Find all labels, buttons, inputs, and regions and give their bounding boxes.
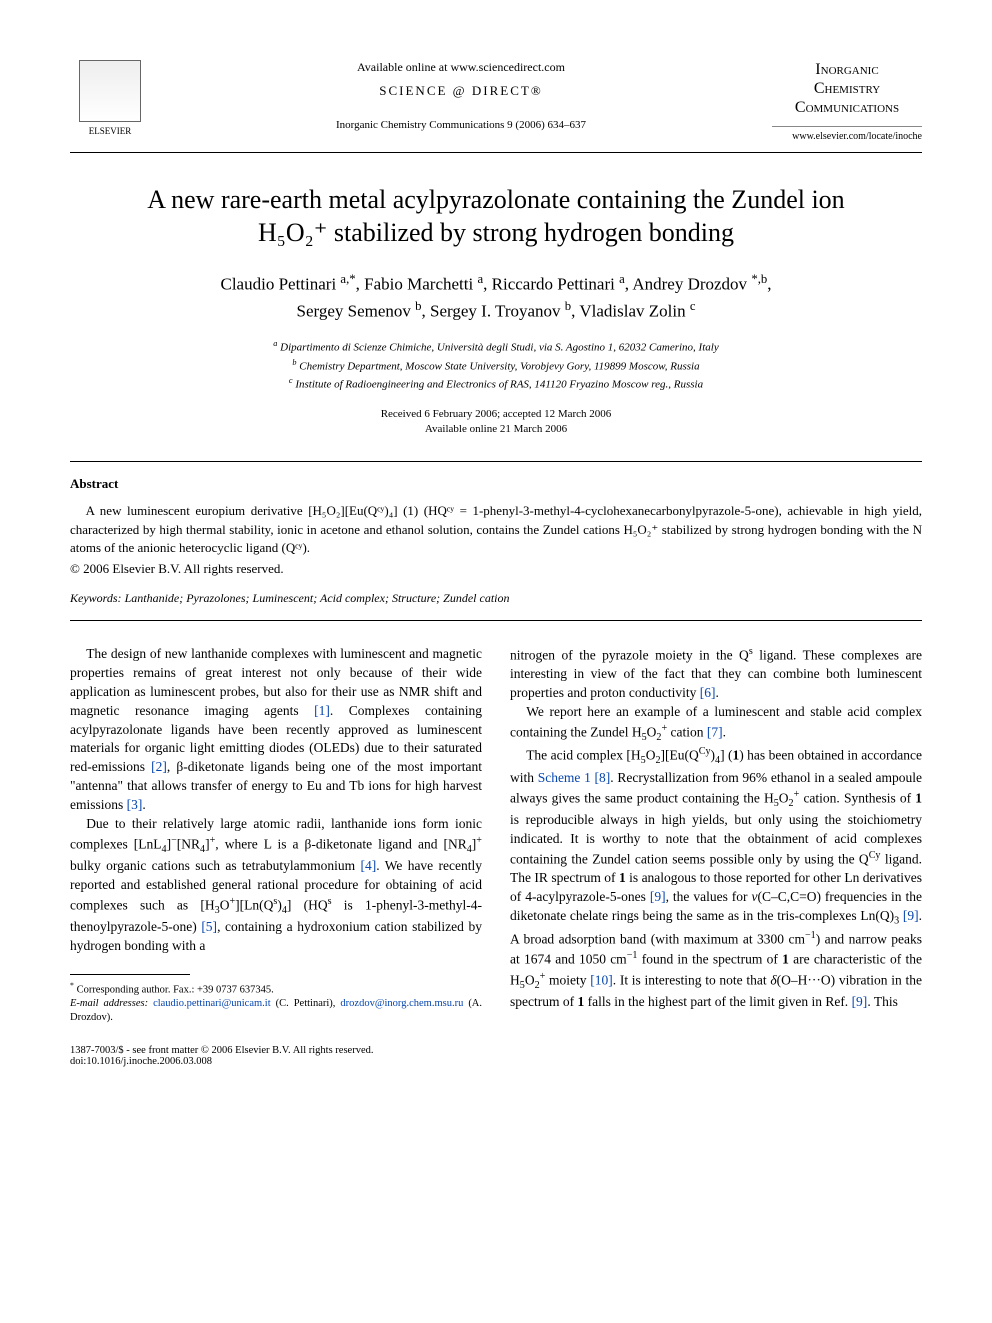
abstract-copyright: © 2006 Elsevier B.V. All rights reserved… (70, 561, 922, 577)
article-dates: Received 6 February 2006; accepted 12 Ma… (70, 407, 922, 438)
corresponding-author: * Corresponding author. Fax.: +39 0737 6… (70, 981, 482, 997)
journal-name-1: Inorganic (772, 60, 922, 79)
journal-logo-block: Inorganic Chemistry Communications www.e… (772, 60, 922, 142)
email-link-1[interactable]: claudio.pettinari@unicam.it (153, 998, 271, 1009)
abstract-bottom-rule (70, 620, 922, 621)
affiliation-a: a Dipartimento di Scienze Chimiche, Univ… (70, 338, 922, 356)
keywords-text: Lanthanide; Pyrazolones; Luminescent; Ac… (125, 591, 510, 605)
elsevier-tree-icon (79, 60, 141, 122)
ref-8[interactable]: [8] (595, 770, 611, 785)
article-title: A new rare-earth metal acylpyrazolonate … (110, 183, 882, 251)
journal-reference: Inorganic Chemistry Communications 9 (20… (150, 119, 772, 131)
abstract-top-rule (70, 461, 922, 462)
affiliation-c: c Institute of Radioengineering and Elec… (70, 375, 922, 393)
abstract-heading: Abstract (70, 476, 922, 492)
publisher-logo-block: ELSEVIER (70, 60, 150, 136)
header-divider (70, 152, 922, 153)
science-direct-logo: SCIENCE @ DIRECT® (150, 83, 772, 99)
header-center: Available online at www.sciencedirect.co… (150, 60, 772, 131)
available-online-date: Available online 21 March 2006 (70, 422, 922, 437)
body-two-column: The design of new lanthanide complexes w… (70, 645, 922, 1025)
ref-2[interactable]: [2] (151, 759, 167, 774)
journal-logo: Inorganic Chemistry Communications (772, 60, 922, 127)
ref-9b[interactable]: [9] (903, 908, 919, 923)
body-para-4: The acid complex [H5O2][Eu(QCy)4] (1) ha… (510, 745, 922, 1011)
ref-9a[interactable]: [9] (650, 889, 666, 904)
ref-5[interactable]: [5] (201, 919, 217, 934)
keywords-line: Keywords: Lanthanide; Pyrazolones; Lumin… (70, 591, 922, 606)
page-container: ELSEVIER Available online at www.science… (0, 0, 992, 1107)
publisher-name: ELSEVIER (70, 126, 150, 136)
footnote-separator (70, 974, 190, 975)
available-online-text: Available online at www.sciencedirect.co… (150, 60, 772, 75)
ref-4[interactable]: [4] (360, 858, 376, 873)
ref-6[interactable]: [6] (700, 685, 716, 700)
footer-doi: doi:10.1016/j.inoche.2006.03.008 (70, 1056, 373, 1067)
abstract-text: A new luminescent europium derivative [H… (70, 502, 922, 557)
scheme-1-link[interactable]: Scheme 1 (538, 770, 591, 785)
body-para-3: We report here an example of a luminesce… (510, 703, 922, 745)
email-addresses: E-mail addresses: claudio.pettinari@unic… (70, 997, 482, 1024)
received-accepted: Received 6 February 2006; accepted 12 Ma… (70, 407, 922, 422)
journal-name-3: Communications (772, 98, 922, 117)
keywords-label: Keywords: (70, 591, 122, 605)
footer: 1387-7003/$ - see front matter © 2006 El… (70, 1045, 922, 1067)
ref-3[interactable]: [3] (127, 797, 143, 812)
body-para-2: Due to their relatively large atomic rad… (70, 815, 482, 956)
header-row: ELSEVIER Available online at www.science… (70, 60, 922, 142)
ref-10[interactable]: [10] (590, 972, 613, 987)
journal-url: www.elsevier.com/locate/inoche (772, 131, 922, 142)
footnotes: * Corresponding author. Fax.: +39 0737 6… (70, 981, 482, 1024)
authors-line: Claudio Pettinari a,*, Fabio Marchetti a… (70, 270, 922, 324)
affiliation-b: b Chemistry Department, Moscow State Uni… (70, 357, 922, 375)
ref-1[interactable]: [1] (314, 703, 330, 718)
ref-9c[interactable]: [9] (852, 994, 868, 1009)
body-para-1: The design of new lanthanide complexes w… (70, 645, 482, 815)
body-para-2b: nitrogen of the pyrazole moiety in the Q… (510, 645, 922, 703)
ref-7[interactable]: [7] (707, 725, 723, 740)
email-link-2[interactable]: drozdov@inorg.chem.msu.ru (340, 998, 463, 1009)
journal-name-2: Chemistry (772, 79, 922, 98)
footer-left: 1387-7003/$ - see front matter © 2006 El… (70, 1045, 373, 1067)
affiliations: a Dipartimento di Scienze Chimiche, Univ… (70, 338, 922, 392)
